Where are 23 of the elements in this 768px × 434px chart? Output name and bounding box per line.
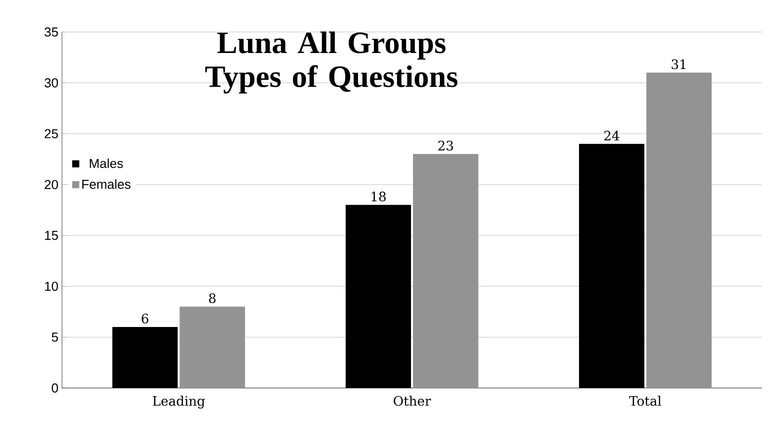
data-label: 31: [672, 59, 686, 70]
x-tick-label: Leading: [152, 396, 205, 408]
y-tick-label: 25: [44, 129, 58, 138]
y-tick-label: 20: [44, 180, 58, 190]
legend-label: Females: [82, 179, 130, 189]
y-tick-label: 35: [44, 27, 58, 37]
bar: [646, 72, 712, 388]
bar: [180, 306, 245, 388]
x-tick-label: Other: [394, 396, 432, 406]
x-tick-label: Total: [629, 396, 662, 406]
data-label: 8: [209, 293, 216, 304]
y-tick-label: 0: [52, 383, 58, 393]
y-tick-label: 15: [45, 230, 58, 240]
legend-label: Males: [90, 158, 123, 168]
bar: [413, 154, 478, 388]
y-tick-label: 5: [52, 332, 58, 342]
data-label: 24: [604, 130, 620, 140]
data-label: 23: [438, 140, 453, 151]
y-tick-label: 10: [45, 282, 58, 291]
chart-title: Luna All Groups Types of Questions: [205, 32, 458, 94]
data-label: 6: [142, 314, 148, 324]
data-label: 18: [372, 192, 386, 202]
y-tick-label: 30: [44, 78, 58, 88]
